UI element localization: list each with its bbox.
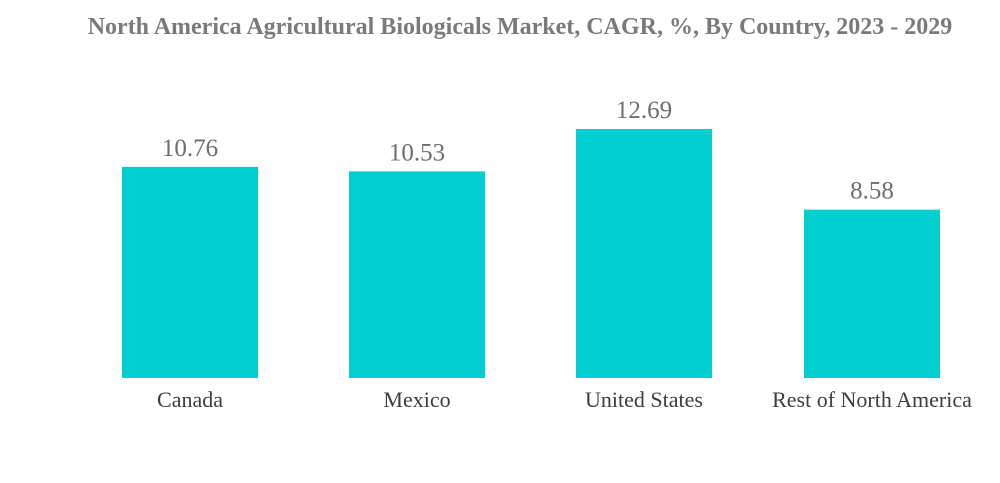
value-label-rest-of-north-america: 8.58 (850, 178, 894, 205)
bar-mexico (349, 171, 485, 378)
value-label-canada: 10.76 (162, 135, 218, 162)
x-axis-tick-labels: Canada Mexico United States Rest of North A… (157, 387, 972, 412)
bars-layer (122, 129, 940, 378)
x-tick-label-united-states: United States (585, 387, 703, 412)
bar-canada (122, 166, 258, 378)
bar-rest-of-north-america (804, 209, 940, 378)
value-labels-layer: 10.76 10.53 12.69 8.58 (162, 97, 894, 205)
x-tick-label-rest-of-north-america: Rest of North America (772, 387, 972, 412)
bar-united-states (576, 129, 712, 378)
x-tick-label-canada: Canada (157, 387, 223, 412)
value-label-united-states: 12.69 (616, 97, 672, 124)
chart-title: North America Agricultural Biologicals M… (87, 14, 953, 40)
value-label-mexico: 10.53 (389, 139, 445, 166)
x-tick-label-mexico: Mexico (383, 387, 450, 412)
